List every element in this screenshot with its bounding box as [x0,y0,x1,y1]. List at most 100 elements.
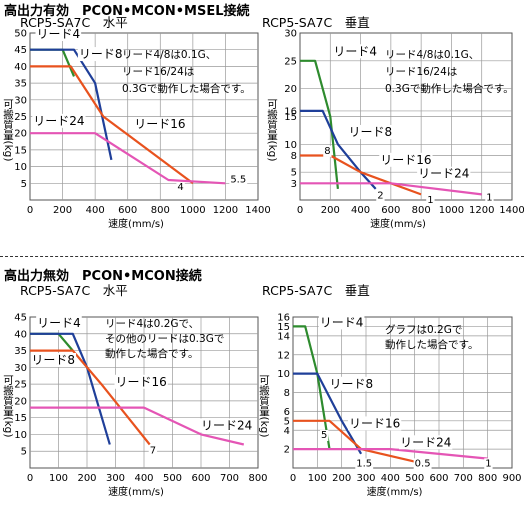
c1-x-tick-label: 200 [53,205,72,216]
c4-x-tick-label: 600 [429,473,448,484]
c2-series-lead24 [300,182,482,196]
c1-series-label-bg [77,47,124,62]
c4-note-line: 動作した場合です。 [385,338,478,351]
c2-value-label: 1 [427,195,433,206]
c1-series-label: リード24 [33,114,84,128]
c3-x-tick-label: 500 [163,473,182,484]
c3-series-label-bg [36,316,82,331]
c2-title: RCP5-SA7C 垂直 [262,15,370,30]
c4-note-line: グラフは0.2Gで [385,323,462,336]
c2-series-label: リード24 [418,167,469,181]
c1-y-tick-label: 25 [14,112,27,123]
c2-x-tick-label: 600 [381,205,400,216]
c1-series-label: リード4 [37,27,81,41]
c4-y-tick-label: 2 [284,445,290,456]
c3-series-label: リード4 [37,316,81,330]
c4-x-tick-label: 300 [356,473,375,484]
c3-value-label-bg [148,445,158,457]
c4-y-tick-label: 14 [277,331,290,342]
c4-y-tick-label: 5 [284,416,290,427]
c1-note-line: 0.3Gで動作した場合です。 [122,82,251,95]
c2-note-line: リード4/8は0.1G、 [385,49,479,61]
c2-value-label: 2 [377,190,383,201]
c1-title: RCP5-SA7C 水平 [20,15,128,30]
c1-y-tick-label: 40 [14,62,27,73]
c1-y-tick-label: 5 [21,179,27,190]
c2-x-tick-label: 200 [321,205,340,216]
c3-y-tick-label: 10 [14,430,27,441]
c2-y-tick-label: 20 [284,84,297,95]
c3-series-lead8 [30,332,111,445]
c3-y-tick-label: 35 [14,346,27,357]
c4-x-axis-label: 速度(mm/s) [367,485,423,498]
c3-series-lead4 [30,332,74,352]
c4-y-axis-label: 可搬質量(kg) [258,375,270,438]
c1-x-axis-label: 速度(mm/s) [108,217,164,230]
c2-series-label-bg [347,124,394,139]
c4-y-tick-label: 10 [277,369,290,380]
c4-y-tick-label: 16 [277,313,290,324]
c4-title: RCP5-SA7C 垂直 [262,283,370,298]
c3-series-label-bg [200,418,254,433]
c2-x-tick-label: 1200 [469,205,494,216]
c2-value-label: 1 [486,193,492,204]
c3-y-tick-label: 40 [14,329,27,340]
c1-series-lead16 [30,65,194,185]
c2-y-tick-label: 3 [291,179,297,190]
c3-x-tick-label: 100 [49,473,68,484]
c2-series-label-bg [332,44,378,59]
c4-x-tick-label: 900 [502,473,521,484]
c1-note-line: リード16/24は [122,66,194,78]
c2-series-label-bg [379,152,433,167]
c2-y-tick-label: 30 [284,29,297,40]
c3-title: RCP5-SA7C 水平 [20,283,128,298]
c2-y-axis-label: 可搬質量(kg) [266,99,278,162]
c3-x-tick-label: 800 [248,473,267,484]
c4-value-label: 1 [485,458,491,469]
c4-value-label-bg [319,430,329,442]
c4-series-lead16 [293,419,423,465]
c3-x-tick-label: 200 [77,473,96,484]
c1-y-tick-label: 15 [14,145,27,156]
c1-x-tick-label: 1200 [213,205,238,216]
c1-series-lead24 [30,132,226,185]
c3-series-label: リード16 [116,375,167,389]
c2-x-tick-label: 400 [351,205,370,216]
c1-x-tick-label: 600 [118,205,137,216]
c1-series-lead4 [30,48,76,77]
c4-series-label: リード24 [400,435,451,449]
c2-x-tick-label: 1000 [439,205,464,216]
c4-series-label: リード4 [320,315,364,329]
c3-x-tick-label: 0 [27,473,33,484]
c1-x-tick-label: 1000 [180,205,205,216]
c4-y-tick-label: 15 [277,322,290,333]
c1-value-label: 4 [177,182,183,193]
c1-series-label-bg [32,113,86,128]
c3-series-label-bg [30,352,77,367]
section-title-high-output-enabled: 高出力有効 PCON•MCON•MSEL接続 [4,4,250,19]
c3-x-axis-label: 速度(mm/s) [108,485,164,498]
c1-series-label: リード8 [79,47,123,61]
c4-y-tick-label: 12 [277,350,290,361]
c4-x-tick-label: 0 [290,473,296,484]
c3-y-axis-label: 可搬質量(kg) [2,375,14,438]
c3-x-tick-label: 400 [134,473,153,484]
section-title-high-output-disabled: 高出力無効 PCON•MCON接続 [4,269,202,284]
section-divider [0,256,524,257]
c1-note-line: リード4/8は0.1G、 [122,49,216,61]
c1-y-tick-label: 35 [14,79,27,90]
c1-value-label-bg [229,174,248,186]
c3-value-label: 7 [150,446,156,457]
c3-series-label-bg [114,374,168,389]
c2-value-label: 8 [324,146,330,157]
c2-value-label-bg [376,190,385,202]
c2-note-line: リード16/24は [385,66,457,78]
c3-y-tick-label: 20 [14,396,27,407]
c1-y-tick-label: 10 [14,162,27,173]
c2-y-tick-label: 16 [284,106,297,117]
c2-y-tick-label: 10 [284,140,297,151]
c2-value-label-bg [323,145,332,157]
c3-y-tick-label: 15 [14,413,27,424]
c1-y-axis-label: 可搬質量(kg) [2,99,14,162]
